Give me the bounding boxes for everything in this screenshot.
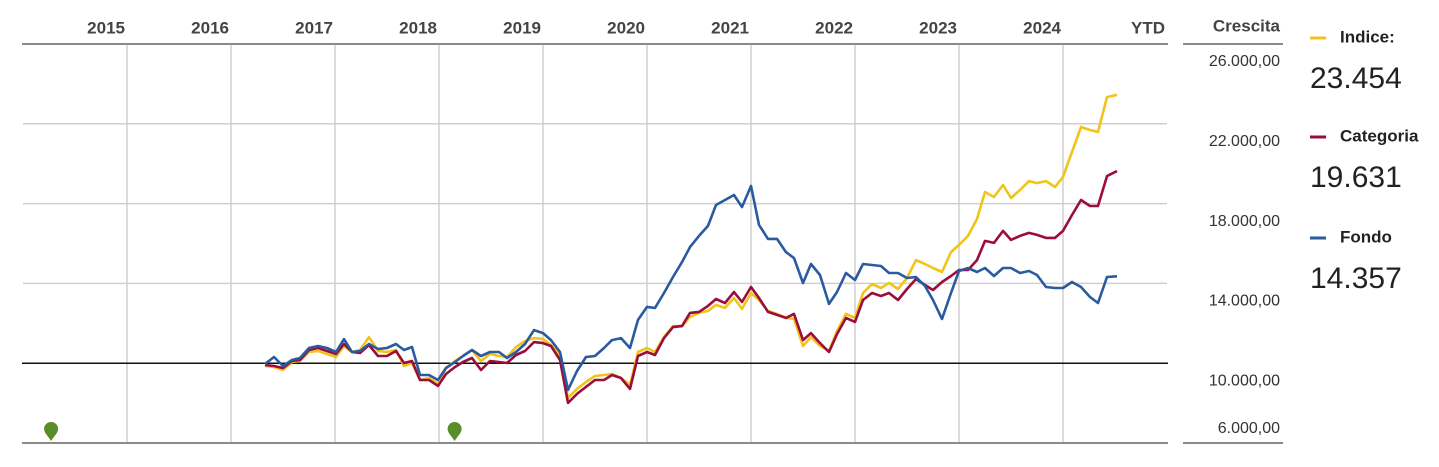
y-tick-label: 26.000,00: [1209, 53, 1280, 70]
event-marker: [44, 422, 59, 441]
x-tick-label: 2018: [399, 18, 437, 37]
legend-value: 19.631: [1310, 161, 1402, 194]
y-axis-title: Crescita: [1213, 16, 1281, 35]
event-marker: [447, 422, 462, 441]
x-tick-label: 2023: [919, 18, 957, 37]
x-tick-label: 2021: [711, 18, 749, 37]
y-tick-label: 14.000,00: [1209, 293, 1280, 310]
series-line: [264, 93, 1118, 400]
series-line: [264, 184, 1118, 392]
x-tick-label: 2019: [503, 18, 541, 37]
x-tick-label: 2015: [87, 18, 125, 37]
y-tick-label: 6.000,00: [1218, 420, 1280, 437]
x-tick-label: 2020: [607, 18, 645, 37]
x-tick-label: YTD: [1131, 18, 1165, 37]
legend-label: Fondo: [1340, 227, 1392, 246]
legend-label: Categoria: [1340, 126, 1419, 145]
legend-value: 23.454: [1310, 62, 1402, 95]
y-tick-label: 18.000,00: [1209, 213, 1280, 230]
x-tick-label: 2016: [191, 18, 229, 37]
y-tick-label: 10.000,00: [1209, 372, 1280, 389]
x-tick-label: 2017: [295, 18, 333, 37]
x-tick-label: 2022: [815, 18, 853, 37]
legend-label: Indice:: [1340, 27, 1395, 46]
y-tick-label: 22.000,00: [1209, 133, 1280, 150]
legend-value: 14.357: [1310, 262, 1402, 295]
x-tick-label: 2024: [1023, 18, 1061, 37]
series-line: [264, 169, 1118, 405]
